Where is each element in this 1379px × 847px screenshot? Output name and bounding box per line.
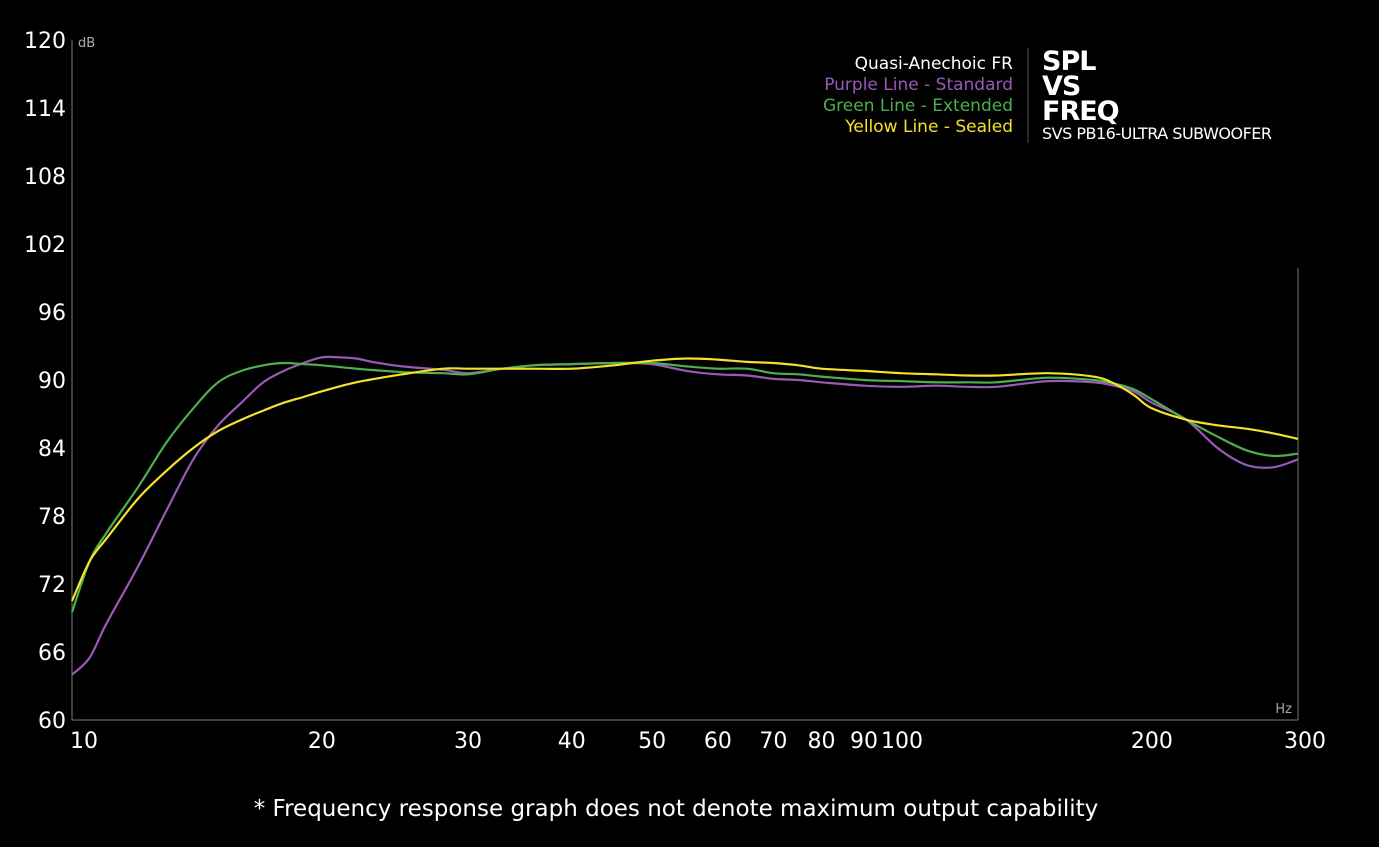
y-tick-label: 66 bbox=[38, 641, 66, 666]
chart-subtitle: SVS PB16-ULTRA SUBWOOFER bbox=[1042, 124, 1272, 143]
legend-item-green: Green Line - Extended bbox=[823, 96, 1013, 116]
legend-item-purple: Purple Line - Standard bbox=[824, 75, 1013, 95]
y-unit-label: dB bbox=[78, 36, 95, 51]
x-tick-label: 300 bbox=[1284, 729, 1326, 754]
y-tick-label: 120 bbox=[24, 29, 66, 54]
x-tick-label: 200 bbox=[1131, 729, 1173, 754]
x-tick-label: 30 bbox=[454, 729, 482, 754]
y-tick-label: 84 bbox=[38, 437, 66, 462]
x-tick-label: 70 bbox=[759, 729, 787, 754]
series-line-2 bbox=[70, 357, 1299, 602]
y-tick-label: 90 bbox=[38, 369, 66, 394]
legend: Quasi-Anechoic FR Purple Line - Standard… bbox=[823, 54, 1013, 137]
title-line-2: VS bbox=[1042, 71, 1080, 102]
y-tick-labels: 120 114 108 102 96 90 84 78 72 66 60 bbox=[24, 29, 66, 734]
x-tick-labels: 10 20 30 40 50 60 70 80 90 100 200 300 bbox=[70, 729, 1326, 754]
legend-heading: Quasi-Anechoic FR bbox=[855, 54, 1014, 74]
y-tick-label: 102 bbox=[24, 233, 66, 258]
x-tick-label: 90 bbox=[850, 729, 878, 754]
x-tick-label: 60 bbox=[704, 729, 732, 754]
footnote: * Frequency response graph does not deno… bbox=[254, 796, 1099, 822]
legend-item-yellow: Yellow Line - Sealed bbox=[844, 117, 1013, 137]
series-line-0 bbox=[71, 355, 1299, 676]
x-tick-label: 20 bbox=[308, 729, 336, 754]
x-tick-label: 100 bbox=[881, 729, 923, 754]
y-tick-label: 114 bbox=[24, 97, 66, 122]
y-tick-label: 96 bbox=[38, 301, 66, 326]
x-unit-label: Hz bbox=[1275, 702, 1292, 717]
title-line-1: SPL bbox=[1042, 46, 1096, 77]
x-tick-label: 40 bbox=[558, 729, 586, 754]
x-tick-label: 10 bbox=[70, 729, 98, 754]
x-tick-label: 50 bbox=[638, 729, 666, 754]
series-line-1 bbox=[70, 361, 1299, 613]
y-tick-label: 78 bbox=[38, 505, 66, 530]
y-tick-label: 108 bbox=[24, 165, 66, 190]
y-tick-label: 60 bbox=[38, 709, 66, 734]
y-tick-label: 72 bbox=[38, 573, 66, 598]
chart-title: SPL VS FREQ SVS PB16-ULTRA SUBWOOFER bbox=[1042, 46, 1272, 143]
x-tick-label: 80 bbox=[808, 729, 836, 754]
series-lines bbox=[70, 355, 1299, 676]
title-line-3: FREQ bbox=[1042, 96, 1119, 127]
